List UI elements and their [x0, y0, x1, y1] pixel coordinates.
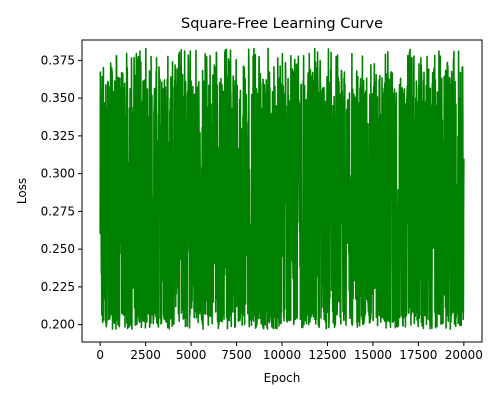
x-tick-label: 10000 [263, 348, 301, 362]
y-tick-label: 0.250 [41, 242, 75, 256]
x-tick-label: 20000 [445, 348, 483, 362]
y-tick-label: 0.200 [41, 318, 75, 332]
x-tick-label: 5000 [176, 348, 207, 362]
chart-title: Square-Free Learning Curve [181, 16, 383, 32]
axes-frame [81, 39, 483, 343]
y-tick-label: 0.275 [41, 204, 75, 218]
y-tick-label: 0.300 [41, 167, 75, 181]
y-tick-label: 0.375 [41, 53, 75, 67]
y-tick-label: 0.350 [41, 91, 75, 105]
x-tick-label: 15000 [354, 348, 392, 362]
y-axis: 0.200 0.225 0.250 0.275 0.300 0.325 0.350 0.375 [41, 53, 82, 332]
plot-area [99, 47, 465, 330]
x-tick-label: 7500 [221, 348, 252, 362]
x-axis: 0 2500 5000 7500 10000 12500 15000 17500 20000 [96, 342, 483, 362]
x-tick-label: 17500 [399, 348, 437, 362]
y-tick-label: 0.225 [41, 280, 75, 294]
y-tick-label: 0.325 [41, 129, 75, 143]
x-tick-label: 0 [96, 348, 104, 362]
loss-series-line [99, 47, 465, 330]
x-axis-label: Epoch [264, 371, 301, 385]
x-tick-label: 2500 [130, 348, 161, 362]
x-tick-label: 12500 [308, 348, 346, 362]
y-axis-label: Loss [15, 178, 29, 204]
